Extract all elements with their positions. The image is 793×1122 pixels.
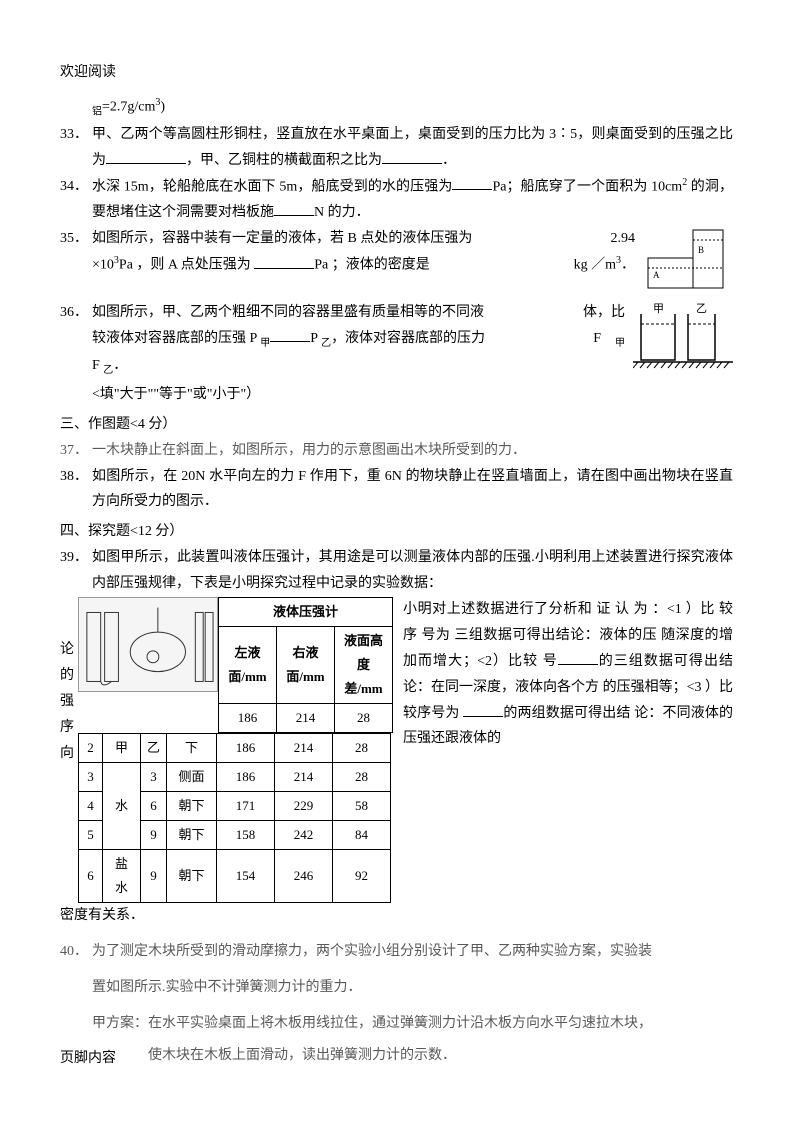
density-line: 铝=2.7g/cm3): [60, 94, 733, 122]
svg-text:乙: 乙: [696, 302, 707, 315]
q39-tail: 密度有关系．: [60, 903, 733, 929]
blank-input[interactable]: [452, 175, 492, 190]
svg-text:A: A: [653, 270, 660, 280]
blank-input[interactable]: [558, 649, 598, 664]
q39-table-area: 论 的 强 序 向 液体压强计: [60, 597, 733, 904]
apparatus-figure: [78, 597, 218, 692]
svg-text:甲: 甲: [653, 303, 664, 315]
data-table-top: 液体压强计 左液面/mm 右液面/mm 液面高度差/mm 186 214 28: [218, 597, 393, 733]
question-33: 33． 甲、乙两个等高圆柱形铜柱，竖直放在水平桌面上，桌面受到的压力比为 3∶5…: [60, 122, 733, 174]
question-37: 37． 一木块静止在斜面上，如图所示，用力的示意图画出木块所受到的力．: [60, 438, 733, 464]
figure-36: 甲 乙: [633, 302, 733, 382]
question-40: 40． 为了测定木块所受到的滑动摩擦力，两个实验小组分别设计了甲、乙两种实验方案…: [60, 939, 733, 1069]
figure-35: A B: [643, 228, 733, 300]
blank-input[interactable]: [106, 148, 186, 163]
data-table-bottom: 2 甲 乙 下 186 214 28 3 水 3 侧面 186 214 28 4…: [78, 733, 391, 903]
blank-input[interactable]: [274, 201, 314, 216]
question-36: 36． 甲 乙 如图所示，甲、乙两个粗细不同的容器里盛有质量相等的不同液体，比 …: [60, 300, 733, 382]
blank-input[interactable]: [254, 253, 314, 268]
svg-text:B: B: [698, 245, 704, 255]
section-4-heading: 四、探究题<12 分）: [60, 519, 733, 545]
q36-note: <填"大于""等于"或"小于"）: [60, 382, 733, 408]
blank-input[interactable]: [382, 148, 442, 163]
question-39: 39． 如图甲所示，此装置叫液体压强计，其用途是可以测量液体内部的压强.小明利用…: [60, 545, 733, 597]
blank-input[interactable]: [270, 326, 310, 341]
page-header: 欢迎阅读: [60, 60, 733, 86]
question-35: 35． A B 如图所示，容器中装有一定量的液体，若 B 点处的液体压强为 2.…: [60, 226, 733, 300]
page-footer: 页脚内容: [60, 1046, 116, 1072]
section-3-heading: 三、作图题<4 分）: [60, 412, 733, 438]
q39-analysis: 小明对上述数据进行了分析和 证 认 为 ：<1 ）比 较 序 号为 三组数据可得…: [393, 597, 733, 752]
blank-input[interactable]: [463, 701, 503, 716]
question-38: 38． 如图所示，在 20N 水平向左的力 F 作用下，重 6N 的物块静止在竖…: [60, 464, 733, 516]
question-34: 34． 水深 15m，轮船舱底在水面下 5m，船底受到的水的压强为Pa；船底穿了…: [60, 174, 733, 226]
